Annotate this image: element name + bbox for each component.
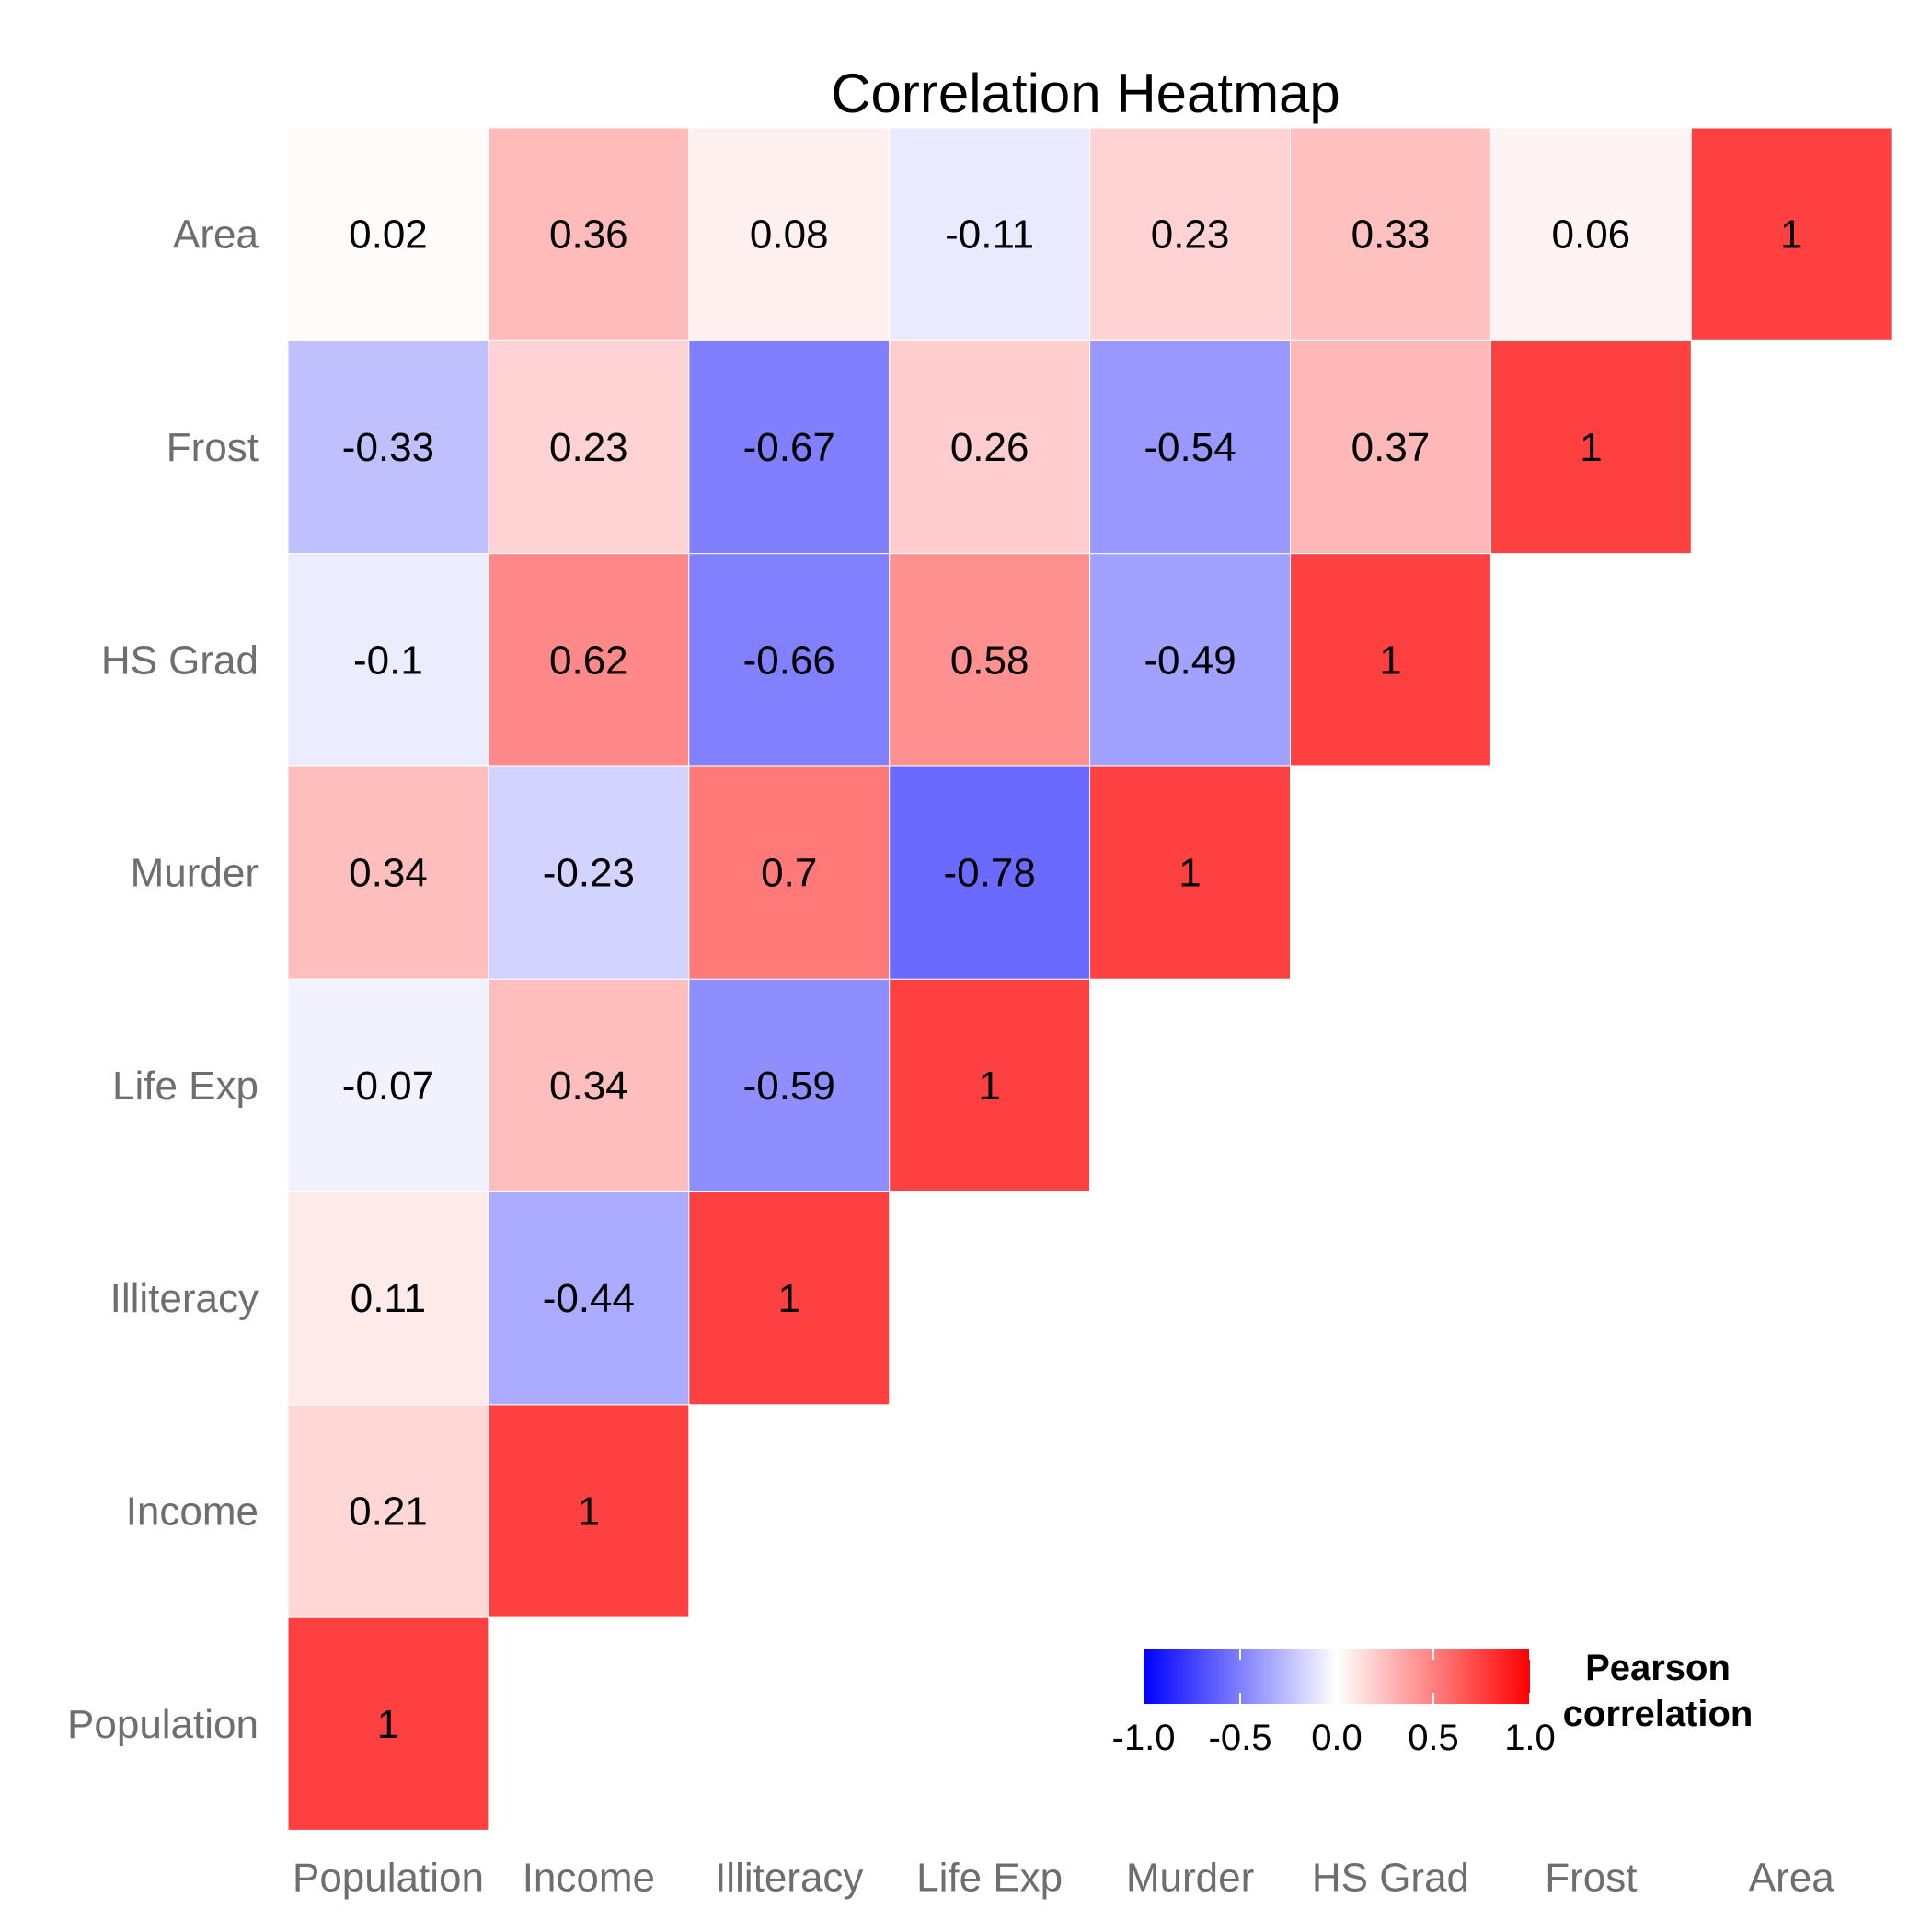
- heatmap-cell-population-income: [287, 1404, 489, 1618]
- legend-tick-label-1: -0.5: [1209, 1718, 1272, 1758]
- x-axis-label-hs-grad: HS Grad: [1312, 1855, 1469, 1900]
- cell-value-label-illiteracy-life-exp: -0.59: [743, 1064, 835, 1109]
- y-axis-label-life-exp: Life Exp: [112, 1064, 259, 1109]
- legend-tick-label-4: 1.0: [1504, 1718, 1556, 1758]
- cell-value-label-life-exp-murder: -0.78: [944, 851, 1036, 896]
- heatmap-cell-income-hs-grad: [488, 553, 690, 767]
- x-axis-label-area: Area: [1749, 1855, 1834, 1900]
- cell-value-label-illiteracy-illiteracy: 1: [778, 1276, 800, 1321]
- heatmap-cell-population-population: [287, 1616, 489, 1831]
- heatmap-cell-murder-hs-grad: [1089, 553, 1291, 767]
- cell-value-label-income-hs-grad: 0.62: [549, 638, 628, 683]
- cell-value-label-murder-murder: 1: [1179, 851, 1201, 896]
- chart-title: Correlation Heatmap: [831, 63, 1340, 124]
- heatmap-cell-income-income: [488, 1404, 690, 1618]
- heatmap-cell-illiteracy-life-exp: [688, 978, 891, 1192]
- cell-value-label-hs-grad-frost: 0.37: [1351, 425, 1431, 470]
- cell-value-label-area-area: 1: [1780, 213, 1802, 258]
- y-axis-label-frost: Frost: [167, 425, 259, 470]
- cell-value-label-income-income: 1: [578, 1489, 600, 1534]
- heatmap-cell-labels: 1 0.21 0.11 -0.07 0.34 -0.1 -0.33 0.02 1 -0.44 0.3…: [342, 213, 1803, 1747]
- heatmap-cell-population-frost: [287, 339, 489, 555]
- cell-value-label-illiteracy-murder: 0.7: [761, 851, 817, 896]
- heatmap-cell-life-exp-frost: [889, 339, 1091, 555]
- cell-value-label-hs-grad-area: 0.33: [1351, 213, 1431, 258]
- y-axis-label-murder: Murder: [131, 851, 259, 896]
- heatmap-cell-illiteracy-area: [688, 127, 891, 341]
- x-axis-label-frost: Frost: [1545, 1855, 1637, 1900]
- x-axis-labels: Population Income Illiteracy Life Exp Murder…: [293, 1855, 1834, 1900]
- cell-value-label-income-murder: -0.23: [543, 851, 635, 896]
- heatmap-cell-income-murder: [488, 765, 690, 980]
- cell-value-label-life-exp-frost: 0.26: [950, 425, 1029, 470]
- heatmap-cell-illiteracy-illiteracy: [688, 1191, 891, 1406]
- cell-value-label-income-frost: 0.23: [549, 425, 628, 470]
- y-axis-label-illiteracy: Illiteracy: [110, 1276, 259, 1321]
- cell-value-label-life-exp-hs-grad: 0.58: [950, 638, 1029, 683]
- y-axis-label-population: Population: [67, 1702, 259, 1747]
- cell-value-label-hs-grad-hs-grad: 1: [1379, 638, 1401, 683]
- y-axis-labels: Area Frost HS Grad Murder Life Exp Illiteracy…: [67, 213, 259, 1747]
- x-axis-label-life-exp: Life Exp: [916, 1855, 1063, 1900]
- heatmap-cell-illiteracy-murder: [688, 765, 891, 980]
- heatmap-cell-population-life-exp: [287, 978, 489, 1192]
- cell-value-label-murder-frost: -0.54: [1144, 425, 1236, 470]
- heatmap-cell-hs-grad-hs-grad: [1290, 553, 1491, 767]
- cell-value-label-murder-hs-grad: -0.49: [1144, 638, 1236, 683]
- x-axis-label-illiteracy: Illiteracy: [715, 1855, 863, 1900]
- color-legend: -1.0 -0.5 0.0 0.5 1.0 Pearson correlation: [1112, 1648, 1754, 1758]
- heatmap-cell-life-exp-murder: [889, 765, 1091, 980]
- heatmap-cell-population-hs-grad: [287, 553, 489, 767]
- cell-value-label-population-population: 1: [377, 1702, 399, 1747]
- legend-title-line-1: Pearson: [1585, 1648, 1731, 1688]
- cell-value-label-population-hs-grad: -0.1: [353, 638, 423, 683]
- heatmap-cells: [287, 127, 1892, 1831]
- x-axis-label-murder: Murder: [1126, 1855, 1254, 1900]
- cell-value-label-illiteracy-frost: -0.67: [743, 425, 835, 470]
- legend-tick-label-0: -1.0: [1112, 1718, 1176, 1758]
- cell-value-label-murder-area: 0.23: [1151, 213, 1230, 258]
- x-axis-label-income: Income: [523, 1855, 655, 1900]
- cell-value-label-frost-area: 0.06: [1552, 213, 1631, 258]
- heatmap-cell-frost-area: [1489, 127, 1692, 341]
- x-axis-label-population: Population: [293, 1855, 484, 1900]
- cell-value-label-income-life-exp: 0.34: [549, 1064, 628, 1109]
- heatmap-cell-murder-frost: [1089, 339, 1291, 555]
- cell-value-label-population-area: 0.02: [349, 213, 428, 258]
- y-axis-label-hs-grad: HS Grad: [101, 638, 259, 683]
- cell-value-label-illiteracy-hs-grad: -0.66: [743, 638, 835, 683]
- heatmap-cell-murder-murder: [1089, 765, 1291, 980]
- heatmap-cell-life-exp-area: [889, 127, 1091, 341]
- cell-value-label-income-illiteracy: -0.44: [543, 1276, 635, 1321]
- cell-value-label-income-area: 0.36: [549, 213, 628, 258]
- cell-value-label-population-illiteracy: 0.11: [351, 1276, 426, 1321]
- y-axis-label-income: Income: [126, 1489, 259, 1534]
- heatmap-cell-illiteracy-frost: [688, 339, 891, 555]
- legend-ticks: -1.0 -0.5 0.0 0.5 1.0: [1112, 1649, 1556, 1758]
- cell-value-label-population-murder: 0.34: [349, 851, 428, 896]
- cell-value-label-population-frost: -0.33: [342, 425, 434, 470]
- cell-value-label-life-exp-area: -0.11: [945, 213, 1034, 258]
- cell-value-label-life-exp-life-exp: 1: [978, 1064, 1000, 1109]
- legend-tick-label-2: 0.0: [1311, 1718, 1363, 1758]
- cell-value-label-illiteracy-area: 0.08: [750, 213, 829, 258]
- heatmap-cell-income-area: [488, 127, 690, 341]
- heatmap-cell-income-illiteracy: [488, 1191, 690, 1406]
- heatmap-cell-illiteracy-hs-grad: [688, 553, 891, 767]
- cell-value-label-population-life-exp: -0.07: [342, 1064, 434, 1109]
- legend-title-line-2: correlation: [1563, 1694, 1754, 1734]
- heatmap-cell-population-murder: [287, 765, 489, 980]
- y-axis-label-area: Area: [173, 213, 259, 258]
- heatmap-cell-area-area: [1690, 127, 1892, 341]
- heatmap-cell-population-area: [287, 127, 489, 341]
- cell-value-label-population-income: 0.21: [349, 1489, 428, 1534]
- legend-tick-label-3: 0.5: [1408, 1718, 1459, 1758]
- cell-value-label-frost-frost: 1: [1580, 425, 1602, 470]
- heatmap-cell-frost-frost: [1489, 339, 1692, 555]
